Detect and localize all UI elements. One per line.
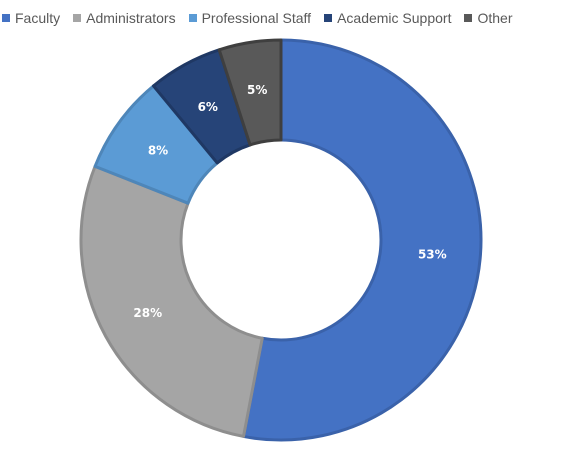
data-label-professional-staff: 8%: [148, 144, 168, 158]
legend-label-administrators: Administrators: [86, 10, 176, 26]
legend-swatch-administrators: [73, 14, 82, 22]
data-label-faculty: 53%: [418, 247, 447, 261]
legend-item-other: Other: [464, 10, 513, 26]
legend-swatch-academic-support: [324, 14, 333, 22]
data-label-other: 5%: [247, 83, 267, 97]
legend-swatch-faculty: [2, 14, 10, 22]
legend-item-academic-support: Academic Support: [324, 10, 451, 26]
legend-label-academic-support: Academic Support: [337, 10, 452, 26]
legend-label-faculty: Faculty: [15, 10, 61, 26]
legend-label-other: Other: [477, 10, 513, 26]
legend-item-administrators: Administrators: [73, 10, 176, 26]
data-label-administrators: 28%: [133, 306, 162, 320]
data-labels-layer: 53% 28% 8% 6% 5%: [133, 83, 446, 320]
chart-legend: Faculty Administrators Professional Staf…: [2, 10, 513, 26]
slice-other: [217, 38, 283, 147]
slices-layer: [79, 38, 483, 442]
legend-label-professional-staff: Professional Staff: [201, 10, 312, 26]
legend-swatch-professional-staff: [188, 14, 197, 22]
legend-item-faculty: Faculty: [2, 10, 60, 26]
legend-item-professional-staff: Professional Staff: [188, 10, 312, 26]
slice-administrators: [79, 164, 264, 438]
slice-faculty: [242, 38, 483, 442]
data-label-academic-support: 6%: [198, 100, 218, 114]
legend-swatch-other: [464, 14, 473, 22]
